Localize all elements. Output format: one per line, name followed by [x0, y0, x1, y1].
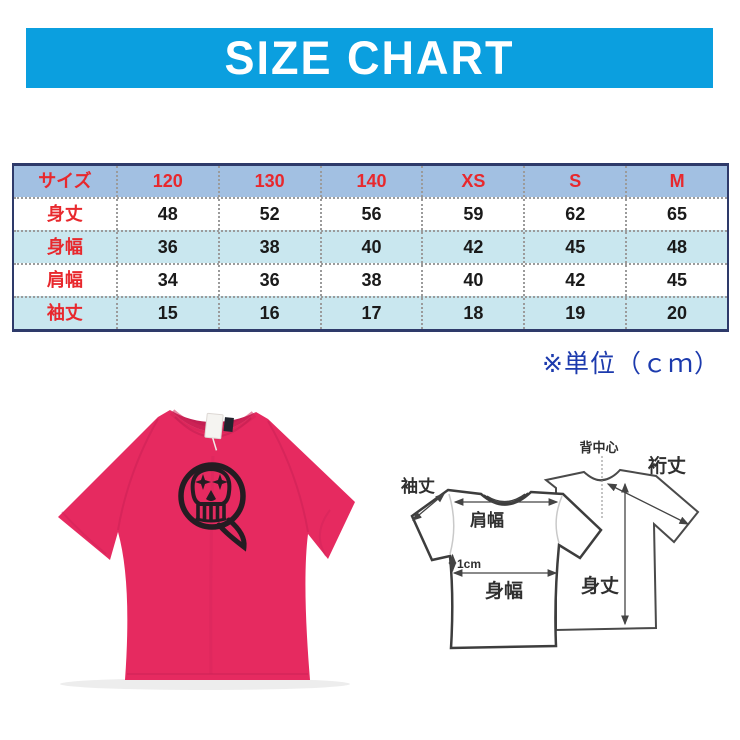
header-cell-140: 140	[319, 166, 422, 197]
table-row-body-length: 身丈 48 52 56 59 62 65	[14, 197, 727, 230]
header-cell-s: S	[523, 166, 625, 197]
value-cell: 34	[115, 265, 218, 296]
skull-speech-bubble-print	[178, 462, 247, 552]
value-cell: 48	[625, 232, 727, 263]
row-label: 身幅	[46, 237, 83, 257]
size-chart-banner: SIZE CHART	[26, 28, 713, 88]
header-cell-120: 120	[115, 166, 218, 197]
label-sleeve-length: 袖丈	[401, 476, 435, 496]
value-cell: 65	[625, 199, 727, 230]
value-cell: 45	[523, 232, 625, 263]
header-cell-xs: XS	[421, 166, 523, 197]
tshirt-shape	[58, 409, 355, 680]
header-cell-size: サイズ	[38, 171, 92, 191]
value-cell: 19	[523, 298, 625, 329]
value-cell: 52	[217, 199, 320, 230]
table-row-shoulder-width: 肩幅 34 36 38 40 42 45	[14, 263, 727, 296]
header-cell-m: M	[625, 166, 727, 197]
value-cell: 15	[115, 298, 218, 329]
table-row-body-width: 身幅 36 38 40 42 45 48	[14, 230, 727, 263]
value-cell: 48	[115, 199, 218, 230]
table-row-sleeve-length: 袖丈 15 16 17 18 19 20	[14, 296, 727, 329]
banner-title: SIZE CHART	[224, 30, 515, 85]
value-cell: 40	[421, 265, 523, 296]
value-cell: 36	[115, 232, 218, 263]
label-body-width: 身幅	[485, 579, 523, 602]
dimension-arrows	[412, 456, 690, 626]
value-cell: 20	[625, 298, 727, 329]
unit-note: ※単位（ｃｍ）	[542, 350, 720, 378]
neck-tag	[204, 412, 234, 451]
label-shoulder-width: 肩幅	[470, 510, 504, 530]
label-sleeve-from-center: 裄丈	[647, 454, 686, 477]
value-cell: 62	[523, 199, 625, 230]
row-label: 肩幅	[46, 270, 83, 290]
value-cell: 18	[421, 298, 523, 329]
header-cell-130: 130	[217, 166, 320, 197]
label-body-length: 身丈	[581, 574, 619, 597]
row-label: 身丈	[46, 204, 83, 224]
label-offset-1cm: 1cm	[457, 557, 481, 571]
value-cell: 38	[217, 232, 320, 263]
photo-shadow	[60, 678, 350, 690]
product-photo-tshirt	[58, 409, 355, 690]
value-cell: 17	[319, 298, 422, 329]
value-cell: 59	[421, 199, 523, 230]
value-cell: 40	[319, 232, 422, 263]
measurement-diagram: 袖丈 肩幅 1cm 身幅 背中心 裄丈 身丈	[401, 440, 700, 650]
label-back-center: 背中心	[579, 440, 618, 455]
value-cell: 38	[319, 265, 422, 296]
size-table-header-row: サイズ 120 130 140 XS S M	[14, 166, 727, 197]
size-table: サイズ 120 130 140 XS S M 身丈 48 52 56 59 62…	[12, 163, 729, 332]
value-cell: 45	[625, 265, 727, 296]
value-cell: 42	[421, 232, 523, 263]
row-label: 袖丈	[46, 303, 83, 323]
value-cell: 56	[319, 199, 422, 230]
value-cell: 36	[217, 265, 320, 296]
value-cell: 16	[217, 298, 320, 329]
value-cell: 42	[523, 265, 625, 296]
